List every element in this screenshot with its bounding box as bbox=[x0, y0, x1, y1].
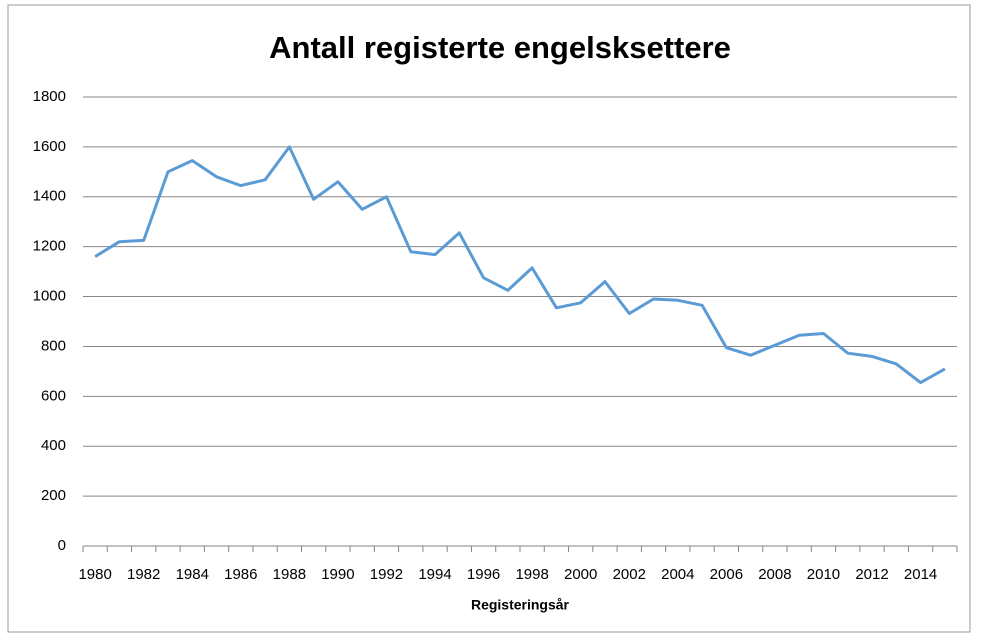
y-tick-label: 1000 bbox=[33, 288, 66, 305]
x-tick-label: 2006 bbox=[710, 566, 743, 583]
x-tick-label: 1984 bbox=[176, 566, 209, 583]
x-tick-label: 1998 bbox=[515, 566, 548, 583]
y-tick-label: 1800 bbox=[33, 88, 66, 105]
x-tick-label: 1988 bbox=[273, 566, 306, 583]
x-tick-label: 2000 bbox=[564, 566, 597, 583]
x-tick-label: 2012 bbox=[855, 566, 888, 583]
x-tick-label: 1992 bbox=[370, 566, 403, 583]
x-tick-label: 2008 bbox=[758, 566, 791, 583]
x-tick-label: 1996 bbox=[467, 566, 500, 583]
y-tick-label: 1600 bbox=[33, 138, 66, 155]
x-tick-label: 2004 bbox=[661, 566, 694, 583]
x-tick-label: 1980 bbox=[78, 566, 111, 583]
x-tick-label: 1990 bbox=[321, 566, 354, 583]
y-tick-label: 1200 bbox=[33, 238, 66, 255]
x-tick-label: 1994 bbox=[418, 566, 451, 583]
x-tick-label: 2010 bbox=[807, 566, 840, 583]
chart-border bbox=[7, 4, 971, 633]
x-tick-label: 1986 bbox=[224, 566, 257, 583]
y-tick-label: 200 bbox=[41, 487, 66, 504]
y-tick-label: 600 bbox=[41, 387, 66, 404]
y-tick-label: 0 bbox=[58, 537, 66, 554]
y-tick-label: 800 bbox=[41, 337, 66, 354]
x-axis-label: Registeringsår bbox=[471, 597, 570, 613]
x-tick-label: 2014 bbox=[904, 566, 937, 583]
x-tick-label: 1982 bbox=[127, 566, 160, 583]
chart-title: Antall registerte engelsksettere bbox=[269, 30, 731, 65]
y-tick-label: 1400 bbox=[33, 188, 66, 205]
y-tick-label: 400 bbox=[41, 437, 66, 454]
data-line bbox=[94, 145, 946, 385]
x-tick-label: 2002 bbox=[613, 566, 646, 583]
